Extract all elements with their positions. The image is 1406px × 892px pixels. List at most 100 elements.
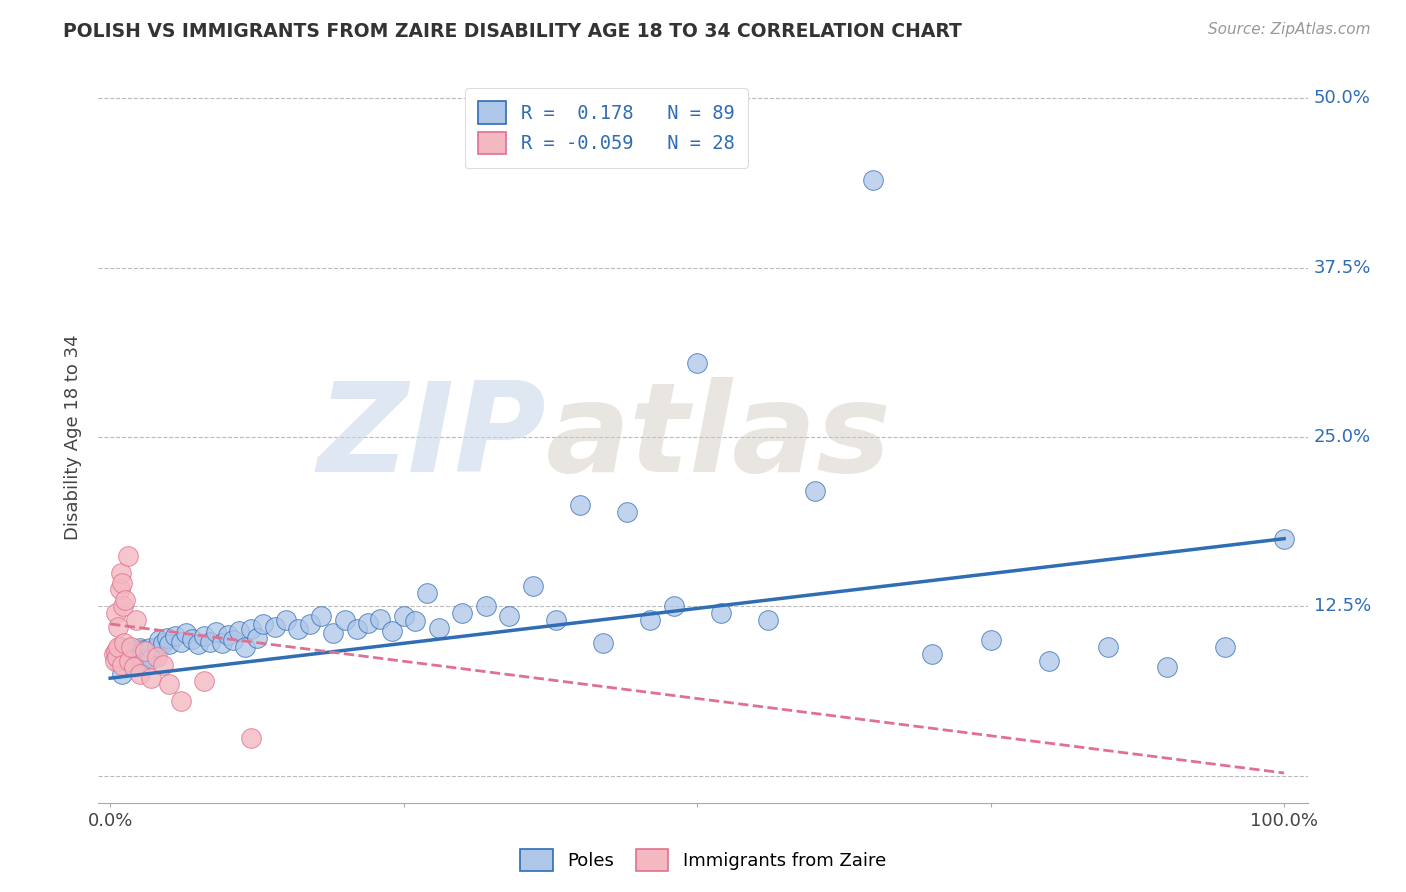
Legend: R =  0.178   N = 89, R = -0.059   N = 28: R = 0.178 N = 89, R = -0.059 N = 28 xyxy=(465,88,748,168)
Point xyxy=(124,648,146,662)
Point xyxy=(111,576,134,591)
Point xyxy=(357,615,380,630)
Point xyxy=(112,642,135,657)
Point xyxy=(105,606,128,620)
Text: ZIP: ZIP xyxy=(318,376,546,498)
Point xyxy=(311,608,333,623)
Point xyxy=(122,660,145,674)
Point xyxy=(108,582,131,596)
Point xyxy=(333,613,356,627)
Point xyxy=(148,633,170,648)
Point xyxy=(112,636,135,650)
Y-axis label: Disability Age 18 to 34: Disability Age 18 to 34 xyxy=(65,334,83,540)
Point xyxy=(217,628,239,642)
Point xyxy=(392,608,415,623)
Point xyxy=(1156,660,1178,674)
Legend: Poles, Immigrants from Zaire: Poles, Immigrants from Zaire xyxy=(513,842,893,879)
Point xyxy=(211,636,233,650)
Point xyxy=(198,634,221,648)
Point xyxy=(108,640,131,654)
Point xyxy=(120,649,142,664)
Point xyxy=(107,654,129,668)
Point xyxy=(240,623,263,637)
Point xyxy=(862,172,884,186)
Point xyxy=(404,615,426,629)
Point xyxy=(117,652,139,666)
Point xyxy=(252,617,274,632)
Point xyxy=(263,620,285,634)
Point xyxy=(134,644,156,658)
Point xyxy=(134,645,156,659)
Point xyxy=(193,673,215,688)
Point xyxy=(451,606,474,620)
Point xyxy=(103,647,125,661)
Point xyxy=(120,647,142,661)
Text: 50.0%: 50.0% xyxy=(1313,89,1371,107)
Point xyxy=(1272,532,1295,546)
Point xyxy=(233,640,256,654)
Point xyxy=(322,626,344,640)
Point xyxy=(381,624,404,638)
Point xyxy=(141,671,163,685)
Point xyxy=(152,657,174,672)
Point xyxy=(546,613,568,627)
Point xyxy=(346,623,368,637)
Point xyxy=(107,620,129,634)
Point xyxy=(1215,640,1237,654)
Point xyxy=(114,648,136,662)
Text: 37.5%: 37.5% xyxy=(1313,259,1371,277)
Point xyxy=(662,599,685,614)
Text: POLISH VS IMMIGRANTS FROM ZAIRE DISABILITY AGE 18 TO 34 CORRELATION CHART: POLISH VS IMMIGRANTS FROM ZAIRE DISABILI… xyxy=(63,22,962,41)
Point xyxy=(127,645,149,659)
Point xyxy=(132,642,155,657)
Point xyxy=(125,613,148,627)
Point xyxy=(592,636,614,650)
Point xyxy=(1038,654,1060,668)
Point xyxy=(129,649,152,664)
Point xyxy=(105,644,128,658)
Point xyxy=(498,608,520,623)
Point xyxy=(298,617,321,632)
Point xyxy=(120,640,142,654)
Point xyxy=(157,676,180,690)
Point xyxy=(139,641,162,656)
Point xyxy=(921,647,943,661)
Point xyxy=(115,645,138,659)
Point xyxy=(134,651,156,665)
Point xyxy=(135,648,157,662)
Point xyxy=(111,667,134,681)
Point xyxy=(118,641,141,656)
Point xyxy=(110,649,132,664)
Point xyxy=(110,566,132,580)
Point xyxy=(107,640,129,654)
Point xyxy=(118,654,141,668)
Point xyxy=(287,623,309,637)
Text: 12.5%: 12.5% xyxy=(1313,598,1371,615)
Point xyxy=(105,649,128,664)
Point xyxy=(368,611,391,625)
Point xyxy=(475,599,498,614)
Point xyxy=(187,637,209,651)
Point xyxy=(136,644,159,658)
Point xyxy=(146,640,169,654)
Point xyxy=(980,633,1002,648)
Point xyxy=(141,652,163,666)
Point xyxy=(228,624,250,638)
Point xyxy=(222,633,245,648)
Point xyxy=(803,484,825,499)
Point xyxy=(111,644,134,658)
Point xyxy=(756,613,779,627)
Point xyxy=(568,498,591,512)
Point xyxy=(522,579,544,593)
Point xyxy=(1097,640,1119,654)
Point xyxy=(105,647,128,661)
Point xyxy=(710,606,733,620)
Point xyxy=(111,657,134,672)
Point xyxy=(146,649,169,664)
Point xyxy=(114,592,136,607)
Point xyxy=(176,626,198,640)
Point xyxy=(204,625,226,640)
Point xyxy=(686,355,709,369)
Point xyxy=(193,629,215,643)
Text: atlas: atlas xyxy=(546,376,891,498)
